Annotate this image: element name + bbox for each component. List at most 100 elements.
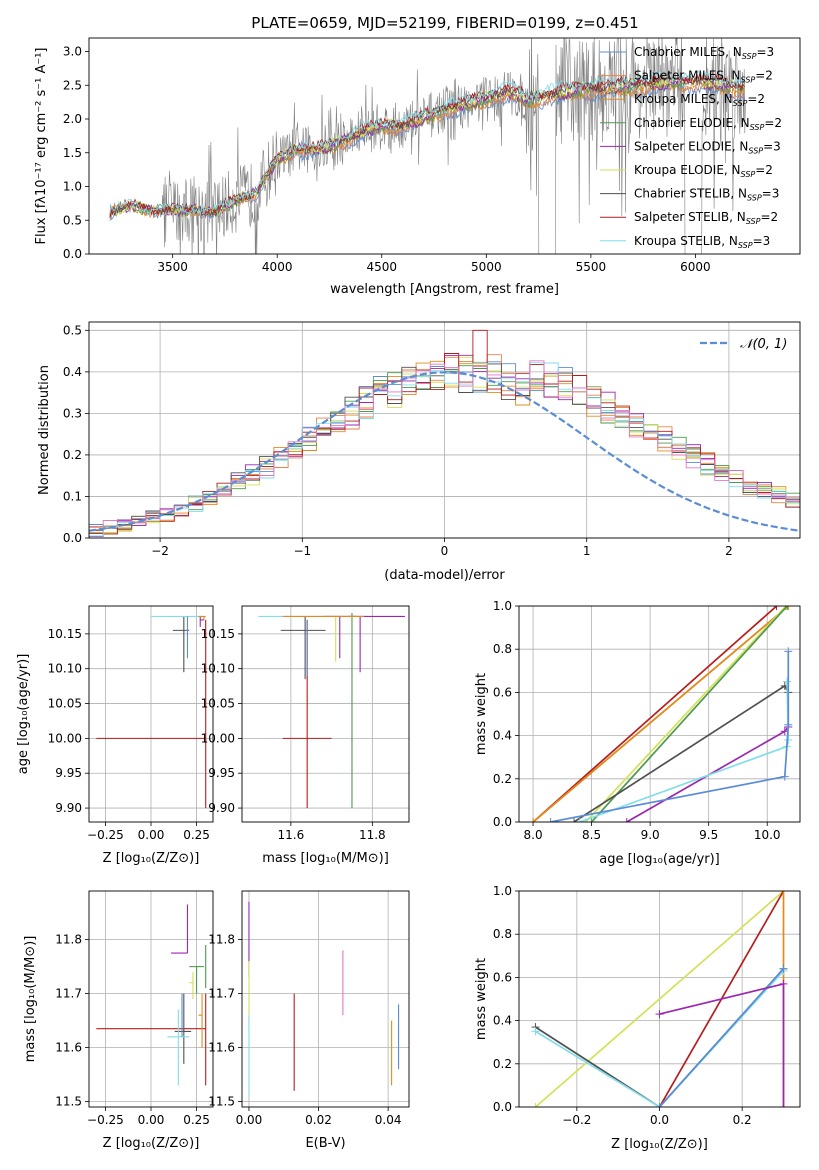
legend-entry: Kroupa STELIB, NSSP=3 xyxy=(634,234,770,250)
y-tick-label: 11.7 xyxy=(208,987,235,1001)
y-tick-label: 11.5 xyxy=(208,1095,235,1109)
x-tick-label: 0 xyxy=(441,544,449,558)
y-axis-label: mass [log₁₀(M/M⊙)] xyxy=(23,936,38,1063)
x-tick-label: −0.25 xyxy=(87,828,124,842)
x-tick-label: 4000 xyxy=(262,260,293,274)
axes-frame xyxy=(241,605,410,823)
x-tick-label: 0.04 xyxy=(375,1113,402,1127)
x-tick-label: −0.25 xyxy=(87,1113,124,1127)
x-axis-label: Z [log₁₀(Z/Z⊙)] xyxy=(103,851,200,866)
x-tick-label: 0.25 xyxy=(183,828,210,842)
x-axis-label: Z [log₁₀(Z/Z⊙)] xyxy=(103,1136,200,1151)
mass-weight-line xyxy=(626,726,789,822)
x-tick-label: 0.00 xyxy=(138,828,165,842)
axes-frame xyxy=(88,321,801,539)
model-spectrum-line xyxy=(109,72,746,217)
y-tick-label: 0.0 xyxy=(63,247,82,261)
y-tick-label: 9.90 xyxy=(208,801,235,815)
legend-entry: Kroupa ELODIE, NSSP=2 xyxy=(634,163,773,179)
x-tick-label: −0.2 xyxy=(562,1113,591,1127)
legend-entry: 𝒩(0, 1) xyxy=(740,337,787,352)
mass-weight-line xyxy=(534,891,785,1107)
y-axis-label: mass weight xyxy=(474,673,489,755)
axes-frame xyxy=(241,890,410,1108)
x-tick-label: 11.8 xyxy=(359,828,386,842)
axes-frame xyxy=(518,890,801,1108)
plot-area xyxy=(96,904,207,1086)
x-tick-label: 8.0 xyxy=(524,828,543,842)
y-tick-label: 1.5 xyxy=(63,146,82,160)
plot-area xyxy=(258,612,405,809)
axes-frame xyxy=(518,605,801,823)
x-axis-label: age [log₁₀(age/yr)] xyxy=(599,852,720,867)
x-tick-label: 0.2 xyxy=(733,1113,752,1127)
x-tick-label: −1 xyxy=(293,544,311,558)
plot-area xyxy=(248,901,400,1097)
y-tick-label: 0.1 xyxy=(63,489,82,503)
legend-entry: Salpeter ELODIE, NSSP=3 xyxy=(634,139,781,155)
figure-title: PLATE=0659, MJD=52199, FIBERID=0199, z=0… xyxy=(251,14,638,32)
y-tick-label: 11.6 xyxy=(208,1041,235,1055)
x-tick-label: 2 xyxy=(725,544,733,558)
y-tick-label: 10.05 xyxy=(48,697,82,711)
y-tick-label: 0.8 xyxy=(493,642,512,656)
y-tick-label: 10.05 xyxy=(201,697,235,711)
y-tick-label: 0.4 xyxy=(63,365,82,379)
y-tick-label: 0.5 xyxy=(63,323,82,337)
x-axis-label: wavelength [Angstrom, rest frame] xyxy=(330,282,559,297)
mass-weight-line xyxy=(590,606,788,822)
mass-weight-line xyxy=(658,968,785,1107)
y-tick-label: 2.5 xyxy=(63,78,82,92)
y-tick-label: 10.00 xyxy=(201,731,235,745)
y-tick-label: 0.8 xyxy=(493,927,512,941)
y-tick-label: 0.0 xyxy=(63,531,82,545)
x-tick-label: 0.0 xyxy=(650,1113,669,1127)
mass-weight-line xyxy=(532,606,778,822)
x-tick-label: 3500 xyxy=(157,260,188,274)
x-tick-label: 10.0 xyxy=(754,828,781,842)
y-tick-label: 0.5 xyxy=(63,213,82,227)
legend-entry: Kroupa MILES, NSSP=2 xyxy=(634,92,765,108)
x-tick-label: 0.00 xyxy=(138,1113,165,1127)
y-tick-label: 3.0 xyxy=(63,45,82,59)
plot-area xyxy=(109,38,746,254)
x-tick-label: 0.02 xyxy=(305,1113,332,1127)
age-vs-metallicity-panel: −0.25 0.00 0.25 9.90 9.95 10.00 10.05 10.10 10.1… xyxy=(16,605,214,866)
mass-weight-line xyxy=(659,982,785,1107)
plot-area xyxy=(531,891,788,1107)
x-tick-label: 5000 xyxy=(471,260,502,274)
y-tick-label: 9.90 xyxy=(55,801,82,815)
mass-weight-line xyxy=(585,606,787,822)
y-axis-label: age [log₁₀(age/yr)] xyxy=(16,654,31,775)
mass-weight-line xyxy=(550,651,790,822)
legend-entry: Salpeter STELIB, NSSP=2 xyxy=(634,210,778,226)
x-tick-label: 11.6 xyxy=(278,828,305,842)
legend: Chabrier MILES, NSSP=3 Salpeter MILES, NS… xyxy=(600,45,782,250)
y-tick-label: 1.0 xyxy=(63,180,82,194)
y-tick-label: 11.5 xyxy=(55,1095,82,1109)
y-tick-label: 10.10 xyxy=(48,662,82,676)
x-tick-label: 0.25 xyxy=(183,1113,210,1127)
axes-frame xyxy=(88,37,801,255)
axes-frame xyxy=(88,605,214,823)
x-tick-label: 0.00 xyxy=(236,1113,263,1127)
x-axis-label: mass [log₁₀(M/M⊙)] xyxy=(262,851,389,866)
x-tick-label: 4500 xyxy=(366,260,397,274)
y-tick-label: 0.2 xyxy=(493,772,512,786)
y-tick-label: 9.95 xyxy=(208,766,235,780)
y-axis-label: Normed distribution xyxy=(37,365,52,495)
y-tick-label: 11.7 xyxy=(55,987,82,1001)
y-tick-label: 11.8 xyxy=(55,933,82,947)
x-tick-label: 6000 xyxy=(680,260,711,274)
residual-histogram xyxy=(89,362,800,537)
y-tick-label: 0.4 xyxy=(493,729,512,743)
y-tick-label: 10.10 xyxy=(201,662,235,676)
y-tick-label: 0.0 xyxy=(493,815,512,829)
legend-entry: Chabrier STELIB, NSSP=3 xyxy=(634,187,779,203)
y-tick-label: 2.0 xyxy=(63,112,82,126)
model-spectrum-line xyxy=(109,70,746,216)
x-tick-label: 9.0 xyxy=(641,828,660,842)
y-tick-label: 0.6 xyxy=(493,970,512,984)
age-vs-mass-panel: 11.6 11.8 9.90 9.95 10.00 10.05 10.10 10.15 mass… xyxy=(201,605,410,866)
